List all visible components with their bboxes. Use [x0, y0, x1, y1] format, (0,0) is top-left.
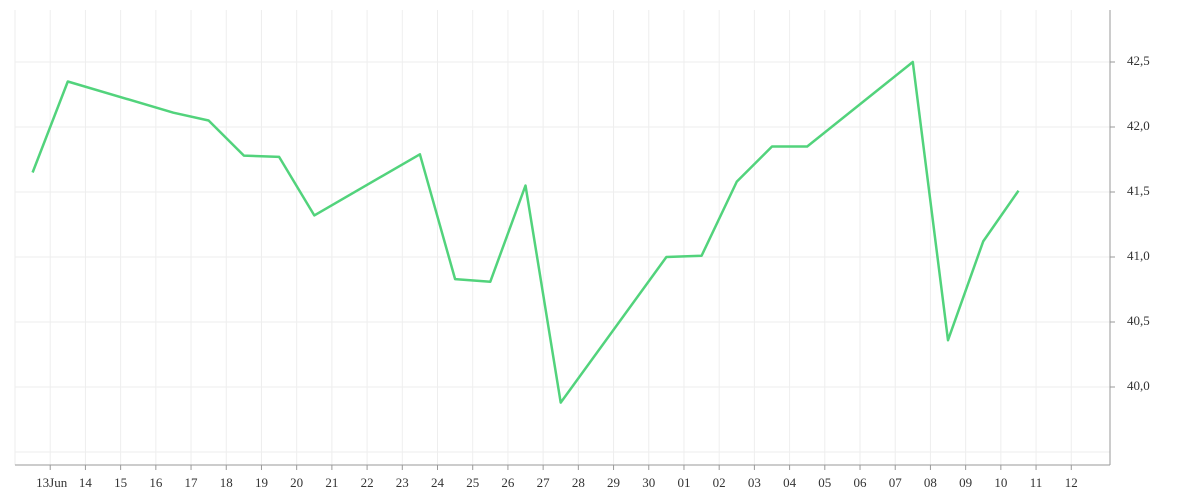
x-tick-label: 30: [642, 475, 655, 490]
x-tick-label: 29: [607, 475, 620, 490]
x-tick-label: 03: [748, 475, 761, 490]
y-tick-label: 40,5: [1127, 313, 1150, 328]
x-tick-label: 10: [994, 475, 1007, 490]
x-tick-label: 19: [255, 475, 268, 490]
x-tick-label: 13Jun: [36, 475, 68, 490]
x-tick-label: 07: [889, 475, 903, 490]
y-tick-label: 41,5: [1127, 183, 1150, 198]
x-tick-label: 21: [325, 475, 338, 490]
price-line: [31, 60, 1020, 404]
x-tick-label: 20: [290, 475, 303, 490]
x-tick-label: 14: [79, 475, 93, 490]
x-tick-label: 17: [185, 475, 199, 490]
x-tick-label: 24: [431, 475, 445, 490]
x-tick-label: 06: [854, 475, 868, 490]
x-tick-label: 02: [713, 475, 726, 490]
x-tick-label: 12: [1065, 475, 1078, 490]
x-tick-label: 01: [677, 475, 690, 490]
x-tick-label: 18: [220, 475, 233, 490]
x-tick-label: 22: [361, 475, 374, 490]
x-tick-label: 05: [818, 475, 831, 490]
x-tick-label: 23: [396, 475, 409, 490]
x-tick-label: 26: [501, 475, 515, 490]
x-tick-label: 15: [114, 475, 127, 490]
x-tick-label: 28: [572, 475, 585, 490]
x-tick-label: 16: [149, 475, 163, 490]
y-tick-label: 42,0: [1127, 118, 1150, 133]
y-tick-label: 42,5: [1127, 53, 1150, 68]
y-tick-label: 41,0: [1127, 248, 1150, 263]
x-tick-label: 04: [783, 475, 797, 490]
x-tick-label: 08: [924, 475, 937, 490]
x-tick-label: 09: [959, 475, 972, 490]
x-tick-label: 27: [537, 475, 551, 490]
x-tick-label: 11: [1030, 475, 1043, 490]
y-tick-label: 40,0: [1127, 378, 1150, 393]
x-tick-label: 25: [466, 475, 479, 490]
